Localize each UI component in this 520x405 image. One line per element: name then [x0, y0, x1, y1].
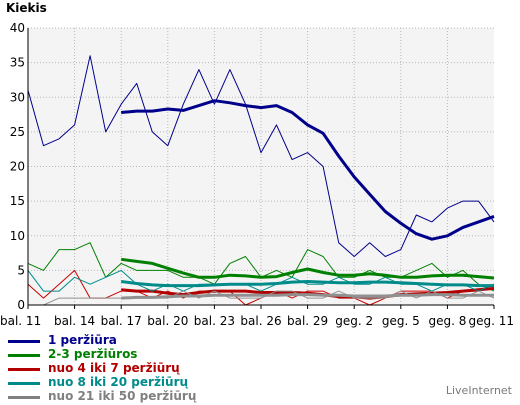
x-tick-label: bal. 29 — [287, 314, 328, 328]
x-tick-label: geg. 2 — [335, 314, 373, 328]
y-tick-label: 30 — [10, 90, 25, 104]
legend-swatch — [8, 354, 40, 357]
y-tick-label: 25 — [10, 125, 25, 139]
x-tick-label: geg. 5 — [382, 314, 420, 328]
x-tick-label: geg. 8 — [428, 314, 466, 328]
legend-item-5: nuo 21 iki 50 peržiūrų — [8, 389, 268, 404]
y-tick-label: 35 — [10, 56, 25, 70]
legend-label: 2-3 peržiūros — [48, 347, 138, 361]
x-tick-label: geg. 11 — [468, 314, 514, 328]
legend-swatch — [8, 368, 40, 371]
x-tick-label: bal. 14 — [54, 314, 95, 328]
x-tick-label: bal. 17 — [101, 314, 142, 328]
legend-label: nuo 21 iki 50 peržiūrų — [48, 389, 197, 403]
legend-swatch — [8, 340, 40, 343]
series-line-2-3-peržiūros-avg — [120, 257, 495, 280]
y-tick-label: 10 — [10, 229, 25, 243]
legend-item-2: 2-3 peržiūros — [8, 347, 268, 362]
legend-label: nuo 4 iki 7 peržiūrų — [48, 361, 180, 375]
legend-item-4: nuo 8 iki 20 peržiūrų — [8, 375, 268, 390]
legend-label: 1 peržiūra — [48, 333, 117, 347]
series-line-nuo-8-iki-20-peržiūrų-avg — [121, 280, 494, 288]
legend-swatch — [8, 396, 40, 399]
legend-item-3: nuo 4 iki 7 peržiūrų — [8, 361, 268, 376]
legend-label: nuo 8 iki 20 peržiūrų — [48, 375, 189, 389]
series-line-nuo-21-iki-50-peržiūrų-avg — [121, 293, 494, 300]
y-tick-label: 40 — [10, 21, 25, 35]
y-tick-label: 15 — [10, 194, 25, 208]
y-tick-label: 0 — [17, 298, 25, 312]
y-axis-title: Kiekis — [6, 1, 47, 15]
series-line-1-peržiūra-avg — [121, 99, 495, 241]
series-line-1-peržiūra — [27, 55, 495, 257]
x-tick-label: bal. 23 — [194, 314, 235, 328]
legend-item-1: 1 peržiūra — [8, 333, 268, 348]
brand-logo-text: LiveInternet — [445, 384, 512, 397]
series-line-nuo-21-iki-50-peržiūrų — [28, 290, 495, 306]
legend-swatch — [8, 382, 40, 385]
line-chart: 0 5 10 15 20 25 30 35 40 bal. 11 bal. 14 bal. 17 bal… — [0, 21, 514, 328]
x-tick-label: bal. 26 — [240, 314, 281, 328]
x-tick-label: bal. 20 — [147, 314, 188, 328]
y-tick-label: 5 — [17, 263, 25, 277]
x-tick-label: bal. 11 — [0, 314, 41, 328]
y-tick-label: 20 — [10, 160, 25, 174]
